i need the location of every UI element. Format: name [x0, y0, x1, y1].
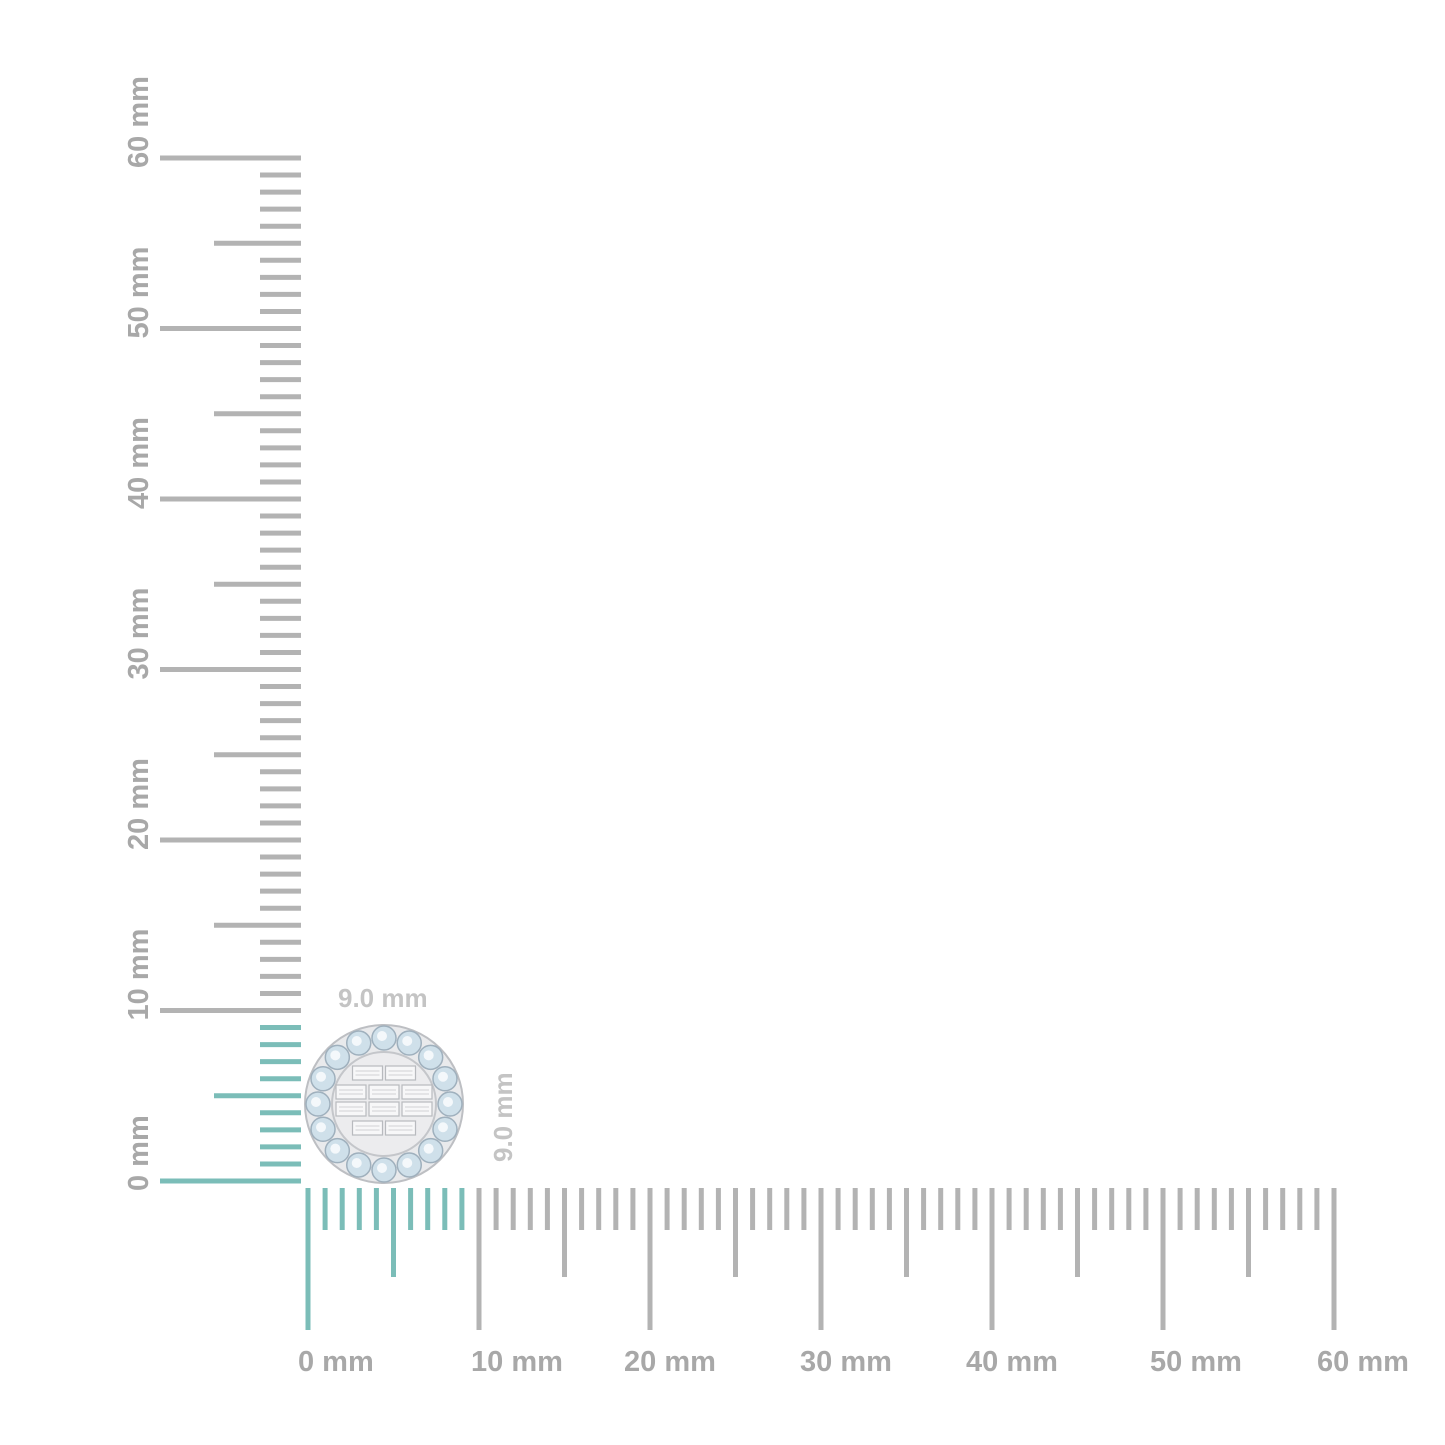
ruler-label: 50 mm [1150, 1346, 1242, 1378]
diamond-sparkle [437, 1071, 448, 1082]
ruler-label: 20 mm [123, 758, 155, 850]
horizontal-ruler [305, 1188, 1337, 1330]
ruler-label: 20 mm [624, 1346, 716, 1378]
diamond-sparkle [351, 1036, 362, 1047]
diamond-sparkle [402, 1157, 413, 1168]
width-dimension-label: 9.0 mm [338, 983, 428, 1013]
diamond-sparkle [316, 1122, 327, 1133]
baguette-diamond [335, 1101, 367, 1117]
ruler-label: 60 mm [1317, 1346, 1409, 1378]
ruler-label: 50 mm [123, 247, 155, 339]
vertical-ruler-labels: 0 mm 10 mm 20 mm 30 mm 40 mm 50 mm 60 mm [123, 76, 155, 1191]
baguette-diamond [401, 1084, 433, 1100]
diamond-sparkle [377, 1031, 387, 1041]
diamond-sparkle [316, 1071, 327, 1082]
baguette-diamond [335, 1084, 367, 1100]
diamond-sparkle [330, 1143, 341, 1154]
diamond-sparkle [351, 1157, 362, 1168]
baguette-diamond [368, 1101, 400, 1117]
diamond-sparkle [423, 1050, 434, 1061]
vertical-ruler [160, 155, 301, 1184]
diamond-sparkle [311, 1097, 321, 1107]
earring-image [304, 1024, 464, 1184]
baguette-diamond [351, 1065, 384, 1081]
ruler-label: 40 mm [123, 417, 155, 509]
ruler-label: 30 mm [123, 588, 155, 680]
ruler-label: 40 mm [966, 1346, 1058, 1378]
baguette-diamond [368, 1084, 400, 1100]
ruler-label: 10 mm [123, 929, 155, 1021]
horizontal-ruler-labels: 0 mm 10 mm 20 mm 30 mm 40 mm 50 mm 60 mm [298, 1346, 1409, 1378]
height-dimension-label: 9.0 mm [488, 1072, 518, 1162]
diamond-sparkle [443, 1097, 453, 1107]
baguette-diamond [384, 1065, 417, 1081]
ruler-label: 30 mm [800, 1346, 892, 1378]
ruler-label: 10 mm [471, 1346, 563, 1378]
baguette-diamond [351, 1120, 384, 1136]
diamond-sparkle [423, 1143, 434, 1154]
ruler-label: 0 mm [123, 1115, 155, 1191]
ruler-label: 0 mm [298, 1346, 374, 1378]
baguette-diamond [384, 1120, 417, 1136]
diamond-sparkle [330, 1050, 341, 1061]
baguette-diamond [401, 1101, 433, 1117]
diamond-sparkle [402, 1036, 413, 1047]
diamond-sparkle [377, 1163, 387, 1173]
diamond-sparkle [437, 1122, 448, 1133]
ruler-label: 60 mm [123, 76, 155, 168]
